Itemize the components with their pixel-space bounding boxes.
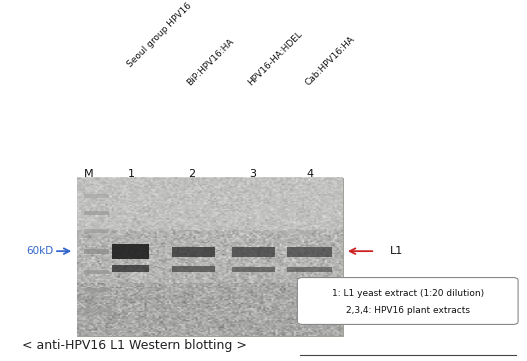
- Text: < anti-HPV16 L1 Western blotting >: < anti-HPV16 L1 Western blotting >: [22, 339, 247, 352]
- Bar: [84, 211, 109, 216]
- Bar: [287, 266, 333, 273]
- Bar: [84, 287, 109, 292]
- FancyBboxPatch shape: [297, 278, 518, 325]
- Text: Cab:HPV16:HA: Cab:HPV16:HA: [304, 34, 356, 87]
- Text: 3: 3: [249, 169, 256, 179]
- Bar: [84, 270, 109, 274]
- Bar: [84, 194, 109, 198]
- Bar: [232, 247, 275, 257]
- Bar: [172, 247, 214, 257]
- Text: Seoul group HPV16: Seoul group HPV16: [125, 1, 193, 69]
- Text: 2: 2: [189, 169, 196, 179]
- Text: HPV16-HA:HDEL: HPV16-HA:HDEL: [246, 29, 304, 87]
- Text: 4: 4: [306, 169, 314, 179]
- Text: M: M: [84, 169, 94, 179]
- Text: BiP:HPV16:HA: BiP:HPV16:HA: [186, 36, 236, 87]
- Bar: [112, 244, 149, 259]
- Text: 2,3,4: HPV16 plant extracts: 2,3,4: HPV16 plant extracts: [346, 305, 470, 314]
- Bar: [172, 266, 214, 273]
- Text: L1: L1: [390, 246, 404, 256]
- Bar: [84, 308, 109, 312]
- Text: 1: 1: [129, 169, 135, 179]
- Bar: [84, 249, 109, 253]
- Bar: [232, 266, 275, 273]
- Bar: [84, 229, 109, 233]
- Bar: [76, 178, 343, 336]
- Text: 60kD: 60kD: [26, 246, 54, 256]
- Bar: [287, 247, 333, 257]
- Bar: [112, 265, 149, 273]
- Text: 1: L1 yeast extract (1:20 dilution): 1: L1 yeast extract (1:20 dilution): [331, 289, 484, 298]
